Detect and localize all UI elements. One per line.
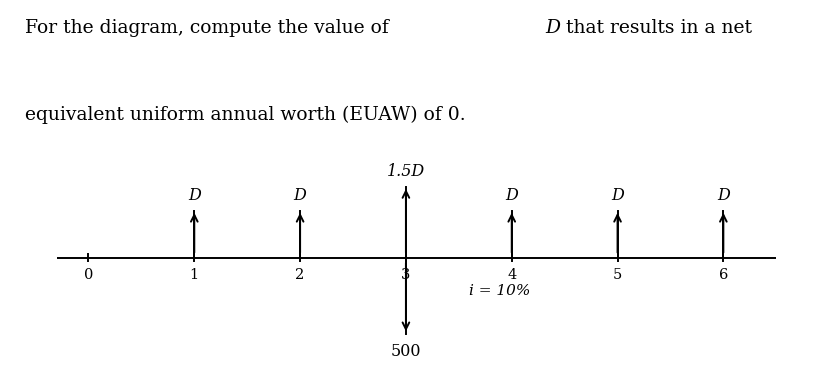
Text: that results in a net: that results in a net <box>560 19 751 37</box>
Text: D: D <box>188 187 201 204</box>
Text: i = 10%: i = 10% <box>470 284 531 298</box>
Text: D: D <box>546 19 561 37</box>
Text: D: D <box>294 187 307 204</box>
Text: D: D <box>506 187 518 204</box>
Text: 0: 0 <box>84 268 93 282</box>
Text: 4: 4 <box>507 268 516 282</box>
Text: 2: 2 <box>296 268 305 282</box>
Text: For the diagram, compute the value of: For the diagram, compute the value of <box>25 19 395 37</box>
Text: 1: 1 <box>190 268 199 282</box>
Text: D: D <box>717 187 730 204</box>
Text: equivalent uniform annual worth (EUAW) of 0.: equivalent uniform annual worth (EUAW) o… <box>25 106 466 124</box>
Text: 5: 5 <box>613 268 622 282</box>
Text: D: D <box>611 187 624 204</box>
Text: 1.5D: 1.5D <box>387 164 425 181</box>
Text: 3: 3 <box>402 268 411 282</box>
Text: 6: 6 <box>719 268 728 282</box>
Text: 500: 500 <box>391 343 421 360</box>
